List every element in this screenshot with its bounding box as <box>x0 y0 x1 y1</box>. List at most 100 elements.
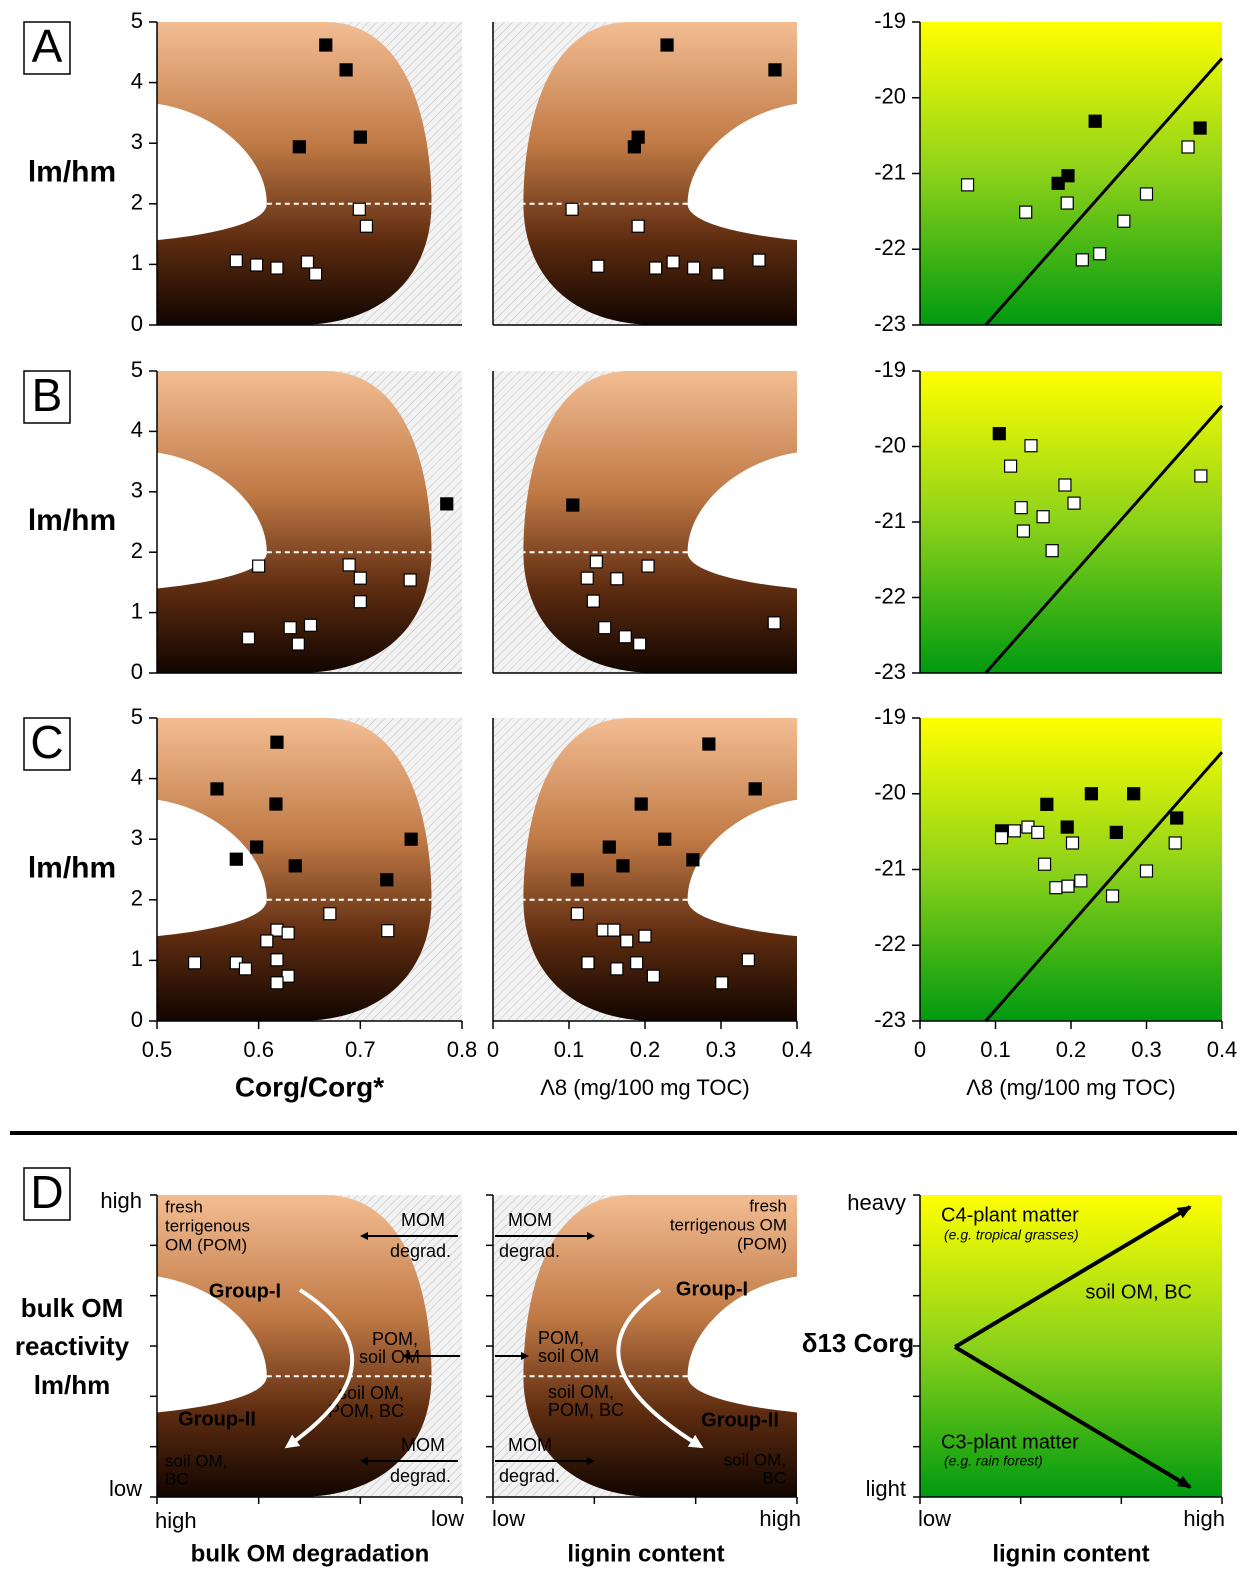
panel-label-box <box>23 370 71 424</box>
schematic-text: degrad. <box>499 1466 560 1486</box>
data-point <box>238 962 253 976</box>
schematic-text: OM (POM) <box>165 1235 247 1254</box>
data-point <box>565 202 579 216</box>
data-point <box>303 618 318 632</box>
x-tick-label: 0.5 <box>142 1037 173 1062</box>
data-point <box>646 969 660 983</box>
y-tick-label: -21 <box>874 508 906 533</box>
white-core <box>157 452 267 589</box>
data-point <box>319 38 333 52</box>
data-point <box>1060 820 1074 834</box>
data-point <box>1084 787 1098 801</box>
data-point <box>352 202 366 216</box>
y-tick-label: -23 <box>874 659 906 684</box>
y-tick-label: 4 <box>131 764 143 789</box>
schematic-text: BC <box>762 1468 786 1487</box>
fit-line <box>984 404 1224 674</box>
white-core <box>687 1276 797 1413</box>
schematic-text: degrad. <box>499 1241 560 1261</box>
data-point <box>1075 253 1089 267</box>
data-point <box>1049 881 1063 895</box>
y-tick-label: 3 <box>131 478 143 503</box>
brown-band <box>523 1195 797 1497</box>
y-tick-label: 5 <box>131 704 143 729</box>
data-point <box>1061 169 1075 183</box>
data-point <box>1031 825 1045 839</box>
panel-label-box <box>23 717 71 771</box>
schematic-text: lignin content <box>992 1540 1149 1567</box>
data-point <box>752 253 766 267</box>
white-core <box>687 799 797 937</box>
schematic-text: lignin content <box>567 1540 724 1567</box>
data-point <box>767 616 781 630</box>
trend-line <box>953 1205 1192 1349</box>
data-point <box>270 976 284 990</box>
data-point <box>660 38 674 52</box>
data-point <box>1061 879 1075 893</box>
data-point <box>188 956 202 970</box>
schematic-text: MOM <box>508 1435 552 1455</box>
gradient-background <box>920 1195 1222 1497</box>
data-point <box>403 573 417 587</box>
panel-label: B <box>32 369 63 421</box>
y-tick-label: 0 <box>131 1007 143 1032</box>
schematic-text: Group-II <box>701 1409 779 1431</box>
data-point <box>300 255 315 269</box>
schematic-text: POM, BC <box>548 1400 624 1420</box>
data-point <box>288 859 302 873</box>
data-point <box>1105 889 1120 903</box>
data-point <box>1014 501 1028 515</box>
schematic-text: C3-plant matter <box>941 1431 1079 1453</box>
data-point <box>229 254 243 268</box>
y-tick-label: 0 <box>131 659 143 684</box>
gradient-background <box>920 371 1222 673</box>
schematic-text: soil OM, <box>165 1451 227 1470</box>
data-point <box>581 956 595 970</box>
y-tick-label: -20 <box>874 84 906 109</box>
schematic-text: low <box>918 1506 951 1531</box>
schematic-text: δ13 Corg <box>802 1328 915 1358</box>
data-point <box>1181 140 1195 154</box>
schematic-text: degrad. <box>390 1466 451 1486</box>
data-point <box>1127 787 1141 801</box>
data-point <box>283 621 297 635</box>
data-point <box>1109 825 1123 839</box>
schematic-text: degrad. <box>390 1241 451 1261</box>
data-point <box>687 261 701 275</box>
data-point <box>634 797 648 811</box>
panel-label-box <box>23 21 71 75</box>
data-point <box>618 630 632 644</box>
data-point <box>1067 496 1081 510</box>
data-point <box>633 637 647 651</box>
y-tick-label: -23 <box>874 1007 906 1032</box>
schematic-text: Group-I <box>676 1278 748 1300</box>
data-point <box>1037 857 1052 871</box>
white-core <box>687 103 797 241</box>
data-point <box>711 267 725 281</box>
trend-arrow <box>616 1288 704 1449</box>
data-point <box>638 929 652 943</box>
schematic-text: POM, BC <box>328 1401 404 1421</box>
schematic-text: Group-I <box>209 1280 281 1302</box>
data-point <box>210 782 224 796</box>
schematic-text: MOM <box>401 1435 445 1455</box>
data-point <box>1170 811 1184 825</box>
schematic-text: POM, <box>372 1329 418 1349</box>
x-tick-label: 0.4 <box>1207 1037 1238 1062</box>
data-point <box>960 178 975 192</box>
y-tick-label: 3 <box>131 825 143 850</box>
data-point <box>992 427 1006 441</box>
schematic-text: soil OM <box>538 1346 599 1366</box>
schematic-text: high <box>759 1506 801 1531</box>
data-point <box>566 498 580 512</box>
x-tick-label: 0.2 <box>630 1037 661 1062</box>
data-point <box>1117 214 1131 228</box>
data-point <box>1065 836 1080 850</box>
data-point <box>339 63 353 77</box>
data-point <box>1060 196 1074 210</box>
schematic-text: light <box>866 1476 906 1501</box>
y-tick-label: 2 <box>131 886 143 911</box>
data-point <box>353 571 367 585</box>
schematic-text: fresh <box>165 1197 203 1216</box>
y-tick-label: 5 <box>131 8 143 33</box>
